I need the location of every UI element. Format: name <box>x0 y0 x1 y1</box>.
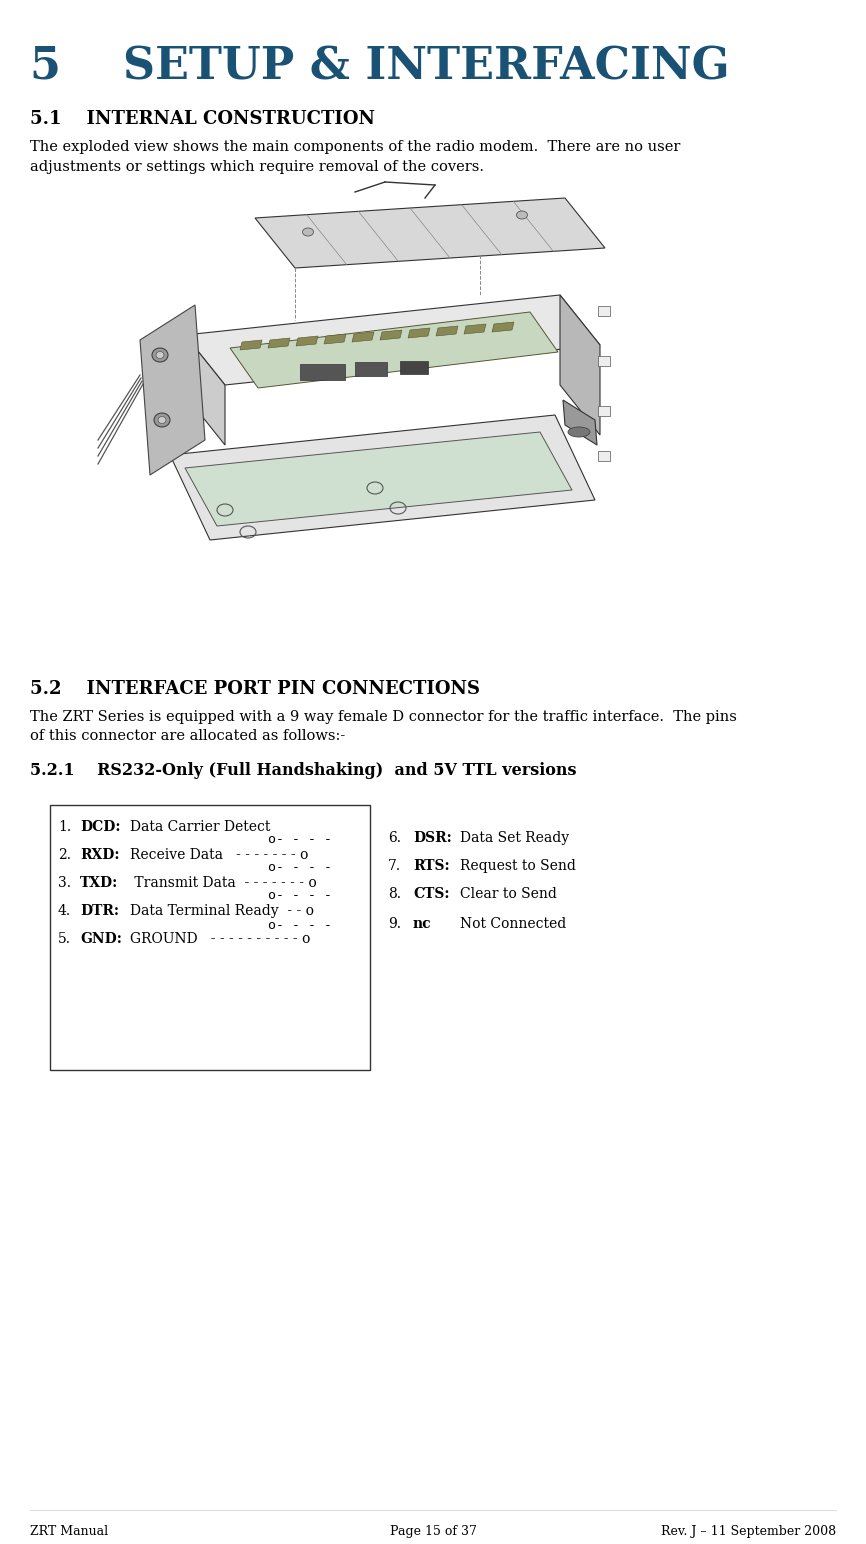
Text: 5.: 5. <box>58 933 71 946</box>
Text: o- - - -: o- - - - <box>268 834 332 846</box>
Polygon shape <box>240 340 262 350</box>
Polygon shape <box>185 335 225 445</box>
Text: 5.2.1    RS232-Only (Full Handshaking)  and 5V TTL versions: 5.2.1 RS232-Only (Full Handshaking) and … <box>30 763 577 780</box>
Text: TXD:: TXD: <box>80 875 119 889</box>
Ellipse shape <box>156 352 164 358</box>
Text: The ZRT Series is equipped with a 9 way female D connector for the traffic inter: The ZRT Series is equipped with a 9 way … <box>30 710 737 744</box>
Polygon shape <box>560 295 600 435</box>
Polygon shape <box>230 312 558 388</box>
Polygon shape <box>436 326 458 337</box>
Text: 7.: 7. <box>388 858 401 872</box>
Text: GND:: GND: <box>80 933 122 946</box>
Text: 5.1    INTERNAL CONSTRUCTION: 5.1 INTERNAL CONSTRUCTION <box>30 110 375 128</box>
Text: 9.: 9. <box>388 917 401 931</box>
Bar <box>50 804 370 1070</box>
Ellipse shape <box>154 412 170 428</box>
Text: o- - - -: o- - - - <box>268 919 332 933</box>
Bar <box>598 406 610 415</box>
Text: DTR:: DTR: <box>80 903 119 919</box>
Polygon shape <box>352 332 374 343</box>
Text: GROUND   - - - - - - - - - - o: GROUND - - - - - - - - - - o <box>130 933 310 946</box>
Text: Not Connected: Not Connected <box>460 917 566 931</box>
Text: CTS:: CTS: <box>413 886 449 902</box>
Text: 3.: 3. <box>58 875 71 889</box>
Ellipse shape <box>568 428 590 437</box>
Ellipse shape <box>158 417 166 423</box>
Polygon shape <box>492 323 514 332</box>
Text: DCD:: DCD: <box>80 820 120 834</box>
Polygon shape <box>170 415 595 540</box>
Text: nc: nc <box>413 917 431 931</box>
Text: Request to Send: Request to Send <box>460 858 576 872</box>
Text: Data Carrier Detect: Data Carrier Detect <box>130 820 270 834</box>
Text: RXD:: RXD: <box>80 848 120 862</box>
Polygon shape <box>185 295 600 384</box>
Text: 5.2    INTERFACE PORT PIN CONNECTIONS: 5.2 INTERFACE PORT PIN CONNECTIONS <box>30 679 480 698</box>
Text: 6.: 6. <box>388 831 401 845</box>
Bar <box>598 306 610 317</box>
Text: 2.: 2. <box>58 848 71 862</box>
Text: The exploded view shows the main components of the radio modem.  There are no us: The exploded view shows the main compone… <box>30 141 681 173</box>
Polygon shape <box>563 400 597 445</box>
Bar <box>598 357 610 366</box>
Text: Transmit Data  - - - - - - - o: Transmit Data - - - - - - - o <box>130 875 317 889</box>
Text: Page 15 of 37: Page 15 of 37 <box>390 1525 476 1538</box>
Polygon shape <box>140 306 205 476</box>
Polygon shape <box>324 334 346 344</box>
Text: 4.: 4. <box>58 903 71 919</box>
Bar <box>355 361 387 377</box>
Text: o- - - -: o- - - - <box>268 889 332 902</box>
Text: Data Set Ready: Data Set Ready <box>460 831 569 845</box>
Ellipse shape <box>302 229 313 236</box>
Polygon shape <box>296 337 318 346</box>
Polygon shape <box>185 432 572 527</box>
Text: Clear to Send: Clear to Send <box>460 886 557 902</box>
Bar <box>300 364 345 380</box>
Text: Receive Data   - - - - - - - o: Receive Data - - - - - - - o <box>130 848 308 862</box>
Text: Data Terminal Ready  - - o: Data Terminal Ready - - o <box>130 903 314 919</box>
Text: 5    SETUP & INTERFACING: 5 SETUP & INTERFACING <box>30 45 730 88</box>
Text: ZRT Manual: ZRT Manual <box>30 1525 108 1538</box>
Bar <box>598 451 610 462</box>
Bar <box>400 361 428 374</box>
Polygon shape <box>268 338 290 347</box>
Text: o- - - -: o- - - - <box>268 862 332 874</box>
Polygon shape <box>380 330 402 340</box>
Polygon shape <box>464 324 486 334</box>
Text: RTS:: RTS: <box>413 858 449 872</box>
Polygon shape <box>255 198 605 269</box>
Ellipse shape <box>516 212 527 219</box>
Polygon shape <box>408 327 430 338</box>
Text: Rev. J – 11 September 2008: Rev. J – 11 September 2008 <box>661 1525 836 1538</box>
Text: 8.: 8. <box>388 886 401 902</box>
Text: DSR:: DSR: <box>413 831 452 845</box>
Text: 1.: 1. <box>58 820 71 834</box>
Ellipse shape <box>152 347 168 361</box>
